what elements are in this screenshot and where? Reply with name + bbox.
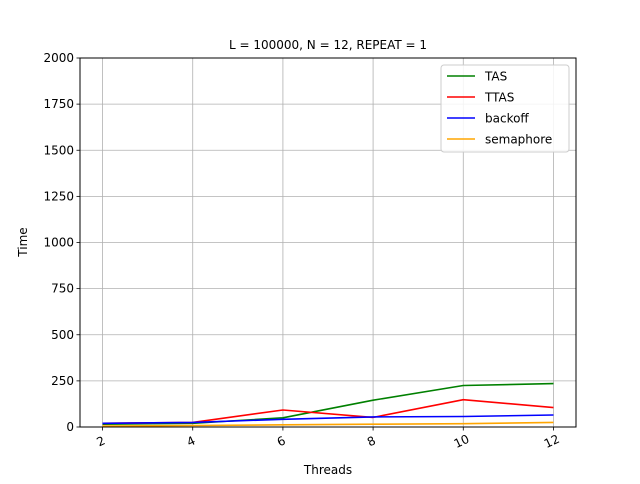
legend-label: backoff bbox=[485, 112, 529, 126]
series-lines bbox=[102, 382, 554, 427]
x-tick-label: 10 bbox=[452, 432, 472, 451]
y-tick-label: 500 bbox=[51, 328, 74, 342]
legend-label: semaphore bbox=[485, 133, 552, 147]
y-tick-label: 750 bbox=[51, 282, 74, 296]
legend-label: TAS bbox=[484, 70, 507, 84]
x-tick-label: 12 bbox=[542, 432, 562, 451]
y-tick-label: 0 bbox=[66, 420, 74, 434]
legend: TAS TTAS backoff semaphore bbox=[440, 64, 570, 153]
legend-label: TTAS bbox=[484, 91, 514, 105]
y-axis-label: Time bbox=[16, 227, 30, 257]
y-tick-label: 2000 bbox=[43, 51, 74, 65]
x-axis-label: Threads bbox=[303, 463, 352, 477]
y-tick-label: 250 bbox=[51, 374, 74, 388]
series-line-tas bbox=[102, 382, 554, 425]
series-line-semaphore bbox=[102, 421, 554, 427]
y-tick-label: 1000 bbox=[43, 236, 74, 250]
chart-title: L = 100000, N = 12, REPEAT = 1 bbox=[229, 38, 427, 52]
y-tick-label: 1500 bbox=[43, 143, 74, 157]
y-tick-label: 1250 bbox=[43, 189, 74, 203]
series-line-backoff bbox=[102, 414, 554, 425]
y-tick-label: 1750 bbox=[43, 97, 74, 111]
legend-box bbox=[440, 64, 570, 153]
